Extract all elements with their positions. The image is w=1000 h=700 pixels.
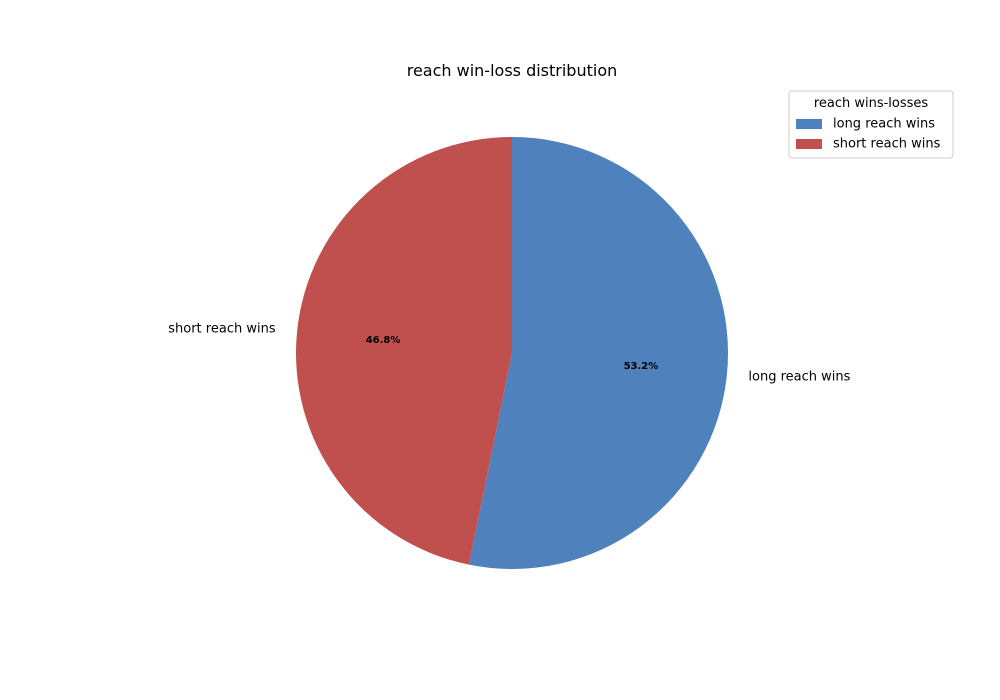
legend-frame <box>788 90 954 159</box>
slice-category-label: long reach wins <box>748 369 850 384</box>
legend-entries: long reach wins short reach wins <box>796 117 941 152</box>
legend-entry-label: long reach wins <box>833 117 935 132</box>
legend-swatch <box>796 119 822 129</box>
pie-slices <box>296 137 729 569</box>
slice-percent-label: 46.8% <box>366 335 401 346</box>
pie-slice-short-reach-wins <box>296 137 512 565</box>
legend-title: reach wins-losses <box>814 96 929 111</box>
chart-title: reach win-loss distribution <box>407 61 618 80</box>
slice-category-label: short reach wins <box>168 322 276 337</box>
legend-swatch <box>796 139 822 149</box>
pie-slice-long-reach-wins <box>468 137 729 569</box>
legend-entry-label: short reach wins <box>833 137 941 152</box>
pie-labels: long reach wins 53.2% short reach wins 46.8… <box>168 322 850 385</box>
legend: reach wins-losses long reach wins short r… <box>788 90 954 159</box>
slice-percent-label: 53.2% <box>624 361 659 372</box>
